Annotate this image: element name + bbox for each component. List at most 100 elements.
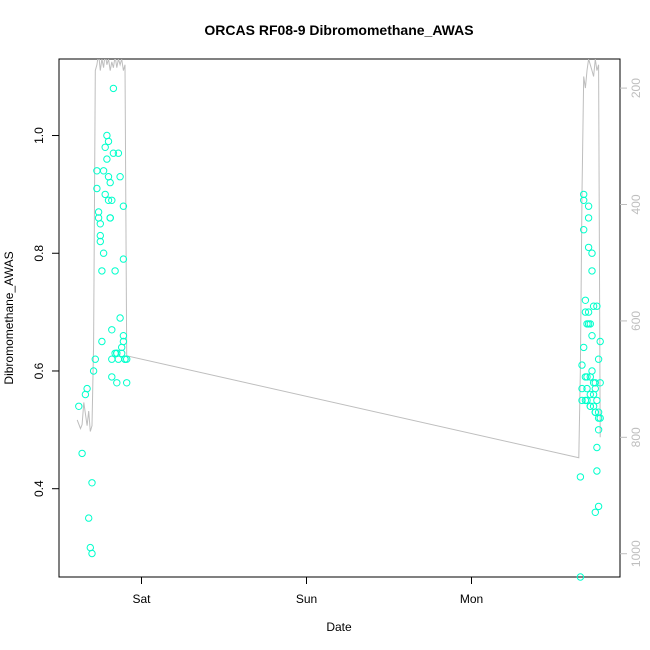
data-point	[583, 396, 591, 405]
data-point	[581, 296, 590, 304]
data-point	[78, 449, 86, 458]
x-tick-label: Sun	[296, 592, 317, 606]
data-point	[593, 396, 601, 405]
y-tick-label: 0.8	[32, 245, 46, 262]
data-point	[103, 155, 111, 163]
y-tick-label: 0.4	[32, 480, 46, 497]
data-point	[101, 143, 109, 152]
data-point	[596, 414, 604, 422]
data-point	[109, 84, 118, 93]
data-point	[108, 326, 116, 334]
data-point	[586, 402, 594, 410]
data-point	[589, 302, 598, 310]
data-point	[588, 249, 596, 257]
data-point	[96, 220, 105, 228]
data-point	[111, 267, 119, 275]
data-point	[91, 355, 100, 363]
data-point	[584, 308, 593, 316]
data-point	[118, 349, 126, 357]
data-point	[114, 355, 123, 363]
y2-axis: 200 400 600 800 1000	[620, 78, 643, 567]
data-point	[591, 408, 599, 416]
data-point	[116, 314, 124, 322]
data-point	[594, 426, 603, 434]
data-point	[113, 379, 121, 387]
data-point	[98, 267, 106, 275]
data-point	[98, 337, 106, 346]
data-point	[593, 443, 601, 452]
data-point	[116, 173, 124, 181]
data-point	[578, 384, 586, 393]
data-point	[75, 402, 83, 410]
data-point	[119, 337, 128, 346]
data-point	[123, 355, 131, 363]
y-axis-label: Dibromomethane_AWAS	[2, 251, 16, 384]
data-point	[580, 226, 588, 234]
series-line	[76, 59, 601, 459]
data-point	[576, 473, 585, 481]
data-point	[109, 149, 118, 157]
data-point	[596, 337, 604, 346]
data-point	[586, 320, 594, 328]
y2-tick-label: 800	[629, 427, 643, 447]
x-tick-label: Sat	[132, 592, 151, 606]
data-point	[108, 373, 116, 381]
data-point	[99, 249, 108, 257]
data-point	[101, 190, 109, 199]
data-point	[596, 379, 604, 387]
data-point	[591, 379, 599, 387]
data-point	[119, 332, 128, 340]
x-tick-label: Mon	[460, 592, 483, 606]
y-tick-label: 0.6	[32, 362, 46, 379]
data-point	[108, 355, 116, 363]
data-point	[94, 208, 103, 216]
y2-tick-label: 200	[629, 78, 643, 98]
data-point	[594, 502, 603, 511]
data-point	[593, 302, 601, 310]
y-axis: 0.4 0.6 0.8 1.0	[32, 127, 59, 497]
data-point	[123, 379, 131, 387]
data-point	[584, 243, 593, 252]
data-point	[588, 332, 596, 340]
data-points	[75, 84, 604, 581]
data-point	[580, 343, 588, 352]
data-point	[593, 467, 601, 475]
chart-title: ORCAS RF08-9 Dibromomethane_AWAS	[204, 22, 473, 38]
data-point	[93, 184, 101, 193]
data-point	[96, 231, 105, 240]
data-point	[104, 137, 113, 146]
data-point	[104, 196, 113, 205]
data-line	[76, 59, 601, 459]
data-point	[114, 149, 123, 157]
x-axis: Sat Sun Mon	[132, 577, 483, 606]
data-point	[591, 384, 599, 393]
data-point	[578, 396, 586, 405]
data-point	[588, 267, 596, 275]
y-tick-label: 1.0	[32, 127, 46, 144]
x-axis-label: Date	[326, 620, 352, 634]
data-point	[85, 514, 93, 522]
data-point	[83, 384, 91, 393]
data-point	[591, 508, 599, 516]
data-point	[583, 384, 591, 393]
data-point	[588, 367, 596, 375]
data-point	[580, 190, 588, 199]
data-point	[99, 167, 108, 175]
data-point	[119, 202, 128, 210]
data-point	[594, 355, 603, 363]
data-point	[108, 196, 116, 205]
data-point	[578, 361, 586, 369]
data-point	[581, 308, 590, 316]
data-point	[89, 367, 98, 375]
plot-box	[58, 58, 621, 578]
data-point	[584, 202, 593, 210]
data-point	[88, 479, 96, 487]
data-point	[106, 178, 114, 187]
data-point	[576, 573, 585, 581]
data-point	[119, 255, 128, 263]
data-point	[584, 214, 593, 222]
y2-tick-label: 1000	[629, 540, 643, 567]
data-point	[106, 214, 114, 222]
data-point	[583, 373, 591, 381]
